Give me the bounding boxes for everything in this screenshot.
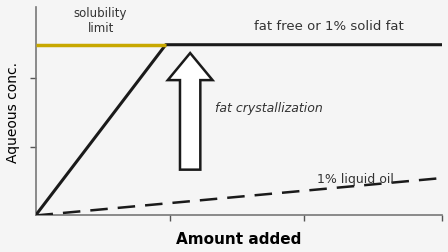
Y-axis label: Aqueous conc.: Aqueous conc.	[5, 61, 20, 162]
Text: 1% liquid oil: 1% liquid oil	[317, 173, 394, 185]
X-axis label: Amount added: Amount added	[177, 232, 302, 246]
Text: fat crystallization: fat crystallization	[215, 101, 322, 114]
Text: solubility
limit: solubility limit	[74, 7, 127, 35]
Polygon shape	[168, 54, 212, 170]
Text: fat free or 1% solid fat: fat free or 1% solid fat	[254, 20, 403, 33]
